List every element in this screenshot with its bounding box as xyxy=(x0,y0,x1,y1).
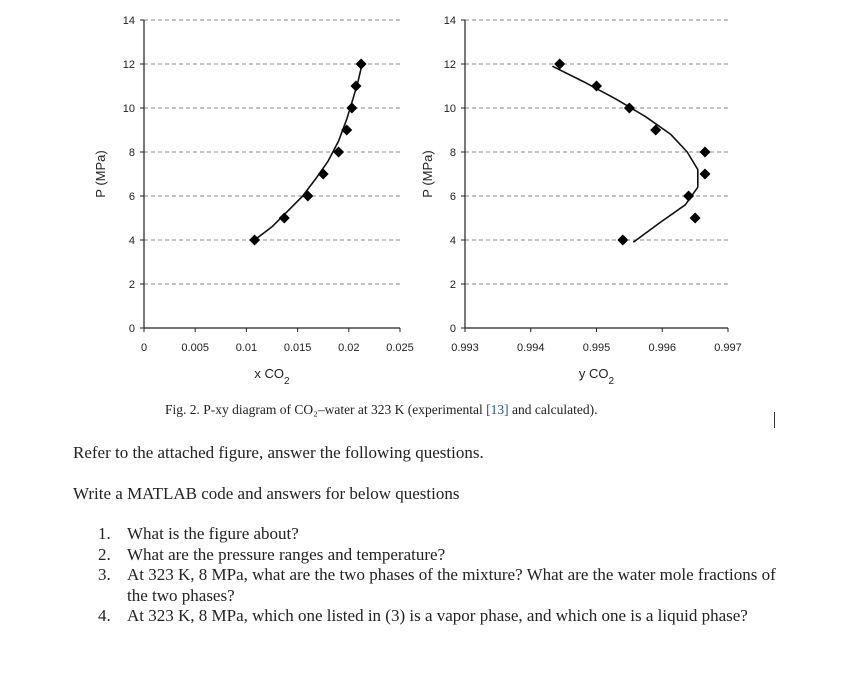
chart2-x-tick-label: 0.997 xyxy=(714,342,742,354)
question-number: 4. xyxy=(98,606,111,625)
text-cursor xyxy=(774,412,775,428)
chart2-experimental-point xyxy=(554,58,566,70)
chart2-experimental-point xyxy=(591,80,602,92)
chart1-x-axis-title: x CO2 xyxy=(254,366,290,387)
chart2-y-tick-label: 4 xyxy=(450,235,456,247)
chart1-y-axis-title: P (MPa) xyxy=(93,150,108,197)
chart1-experimental-point xyxy=(278,212,290,224)
chart1-y-tick-label: 0 xyxy=(129,323,135,335)
chart2-experimental-point xyxy=(683,190,695,202)
chart2-x-tick-label: 0.996 xyxy=(648,342,676,354)
chart1-y-tick-label: 2 xyxy=(129,279,135,291)
chart2-y-tick-label: 14 xyxy=(444,15,456,27)
question-text: At 323 K, 8 MPa, which one listed in (3)… xyxy=(127,606,748,625)
chart2-y-tick-label: 0 xyxy=(450,323,456,335)
intro-text: Refer to the attached figure, answer the… xyxy=(73,443,484,462)
caption-text: Fig. 2. P-xy diagram of CO₂–water at 323… xyxy=(165,402,487,417)
question-text: What is the figure about? xyxy=(127,524,299,543)
chart2-experimental-point xyxy=(689,212,701,224)
chart2-y-axis-title: P (MPa) xyxy=(420,150,435,197)
question-number: 1. xyxy=(98,524,111,543)
question-number: 3. xyxy=(98,565,111,584)
chart1-y-tick-label: 12 xyxy=(123,59,135,71)
pxy-charts: 0 2 4 6 8 10 12 14 0 0.005 0.01 0.015 0.02 0.025 P (MP… xyxy=(93,15,742,387)
figure-caption: Fig. 2. P-xy diagram of CO₂–water at 323… xyxy=(165,402,725,418)
question-list: 1. What is the figure about? 2. What are t… xyxy=(98,524,798,627)
chart2-experimental-point xyxy=(699,146,711,158)
question-item: 1. What is the figure about? xyxy=(98,524,798,545)
question-text: At 323 K, 8 MPa, what are the two phases… xyxy=(127,565,776,605)
chart1-experimental-point xyxy=(355,58,367,70)
chart1-experimental-point xyxy=(350,80,362,92)
chart2-y-tick-label: 12 xyxy=(444,59,456,71)
chart2-y-tick-label: 2 xyxy=(450,279,456,291)
chart2-experimental-point xyxy=(623,102,635,114)
chart1-y-tick-label: 14 xyxy=(123,15,135,27)
chart2-experimental-point xyxy=(699,168,711,180)
chart2-x-tick-label: 0.994 xyxy=(517,342,545,354)
chart1-experimental-point xyxy=(249,234,261,246)
chart1-y-tick-label: 8 xyxy=(129,147,135,159)
chart2-calculated-curve xyxy=(552,65,699,243)
chart1-x-tick-label: 0.01 xyxy=(236,342,257,354)
question-item: 3. At 323 K, 8 MPa, what are the two phas… xyxy=(98,565,798,606)
question-item: 2. What are the pressure ranges and tempe… xyxy=(98,545,798,566)
chart1-x-tick-label: 0.015 xyxy=(284,342,312,354)
chart1-group: 0 2 4 6 8 10 12 14 0 0.005 0.01 0.015 0.02 0.025 P (MP… xyxy=(93,15,414,387)
chart2-x-tick-label: 0.993 xyxy=(451,342,479,354)
chart1-y-tick-label: 4 xyxy=(129,235,135,247)
chart2-x-axis-title: y CO2 xyxy=(579,366,615,387)
chart2-y-tick-label: 10 xyxy=(444,103,456,115)
chart1-y-tick-label: 10 xyxy=(123,103,135,115)
chart1-experimental-point xyxy=(317,168,329,180)
chart1-experimental-point xyxy=(302,190,314,202)
chart1-x-tick-label: 0.005 xyxy=(181,342,209,354)
chart1-y-tick-label: 6 xyxy=(129,191,135,203)
chart1-x-tick-label: 0 xyxy=(141,342,147,354)
chart1-experimental-point xyxy=(346,102,358,114)
question-item: 4. At 323 K, 8 MPa, which one listed in (… xyxy=(98,606,798,627)
instruction-text: Write a MATLAB code and answers for belo… xyxy=(73,484,460,503)
chart2-experimental-point xyxy=(650,124,662,136)
chart1-experimental-point xyxy=(341,124,353,136)
caption-reference-link[interactable]: [13] xyxy=(486,402,509,417)
chart2-experimental-point xyxy=(617,234,629,246)
chart2-y-tick-label: 6 xyxy=(450,191,456,203)
chart1-experimental-point xyxy=(333,146,345,158)
chart2-group: 0 2 4 6 8 10 12 14 0.993 0.994 0.995 0.996 0.997 P (M… xyxy=(420,15,742,387)
chart1-x-tick-label: 0.025 xyxy=(386,342,414,354)
caption-text-end: and calculated). xyxy=(508,402,598,417)
chart2-y-tick-label: 8 xyxy=(450,147,456,159)
chart1-x-tick-label: 0.02 xyxy=(338,342,359,354)
chart2-x-tick-label: 0.995 xyxy=(583,342,611,354)
question-text: What are the pressure ranges and tempera… xyxy=(127,544,446,564)
question-number: 2. xyxy=(98,544,111,564)
